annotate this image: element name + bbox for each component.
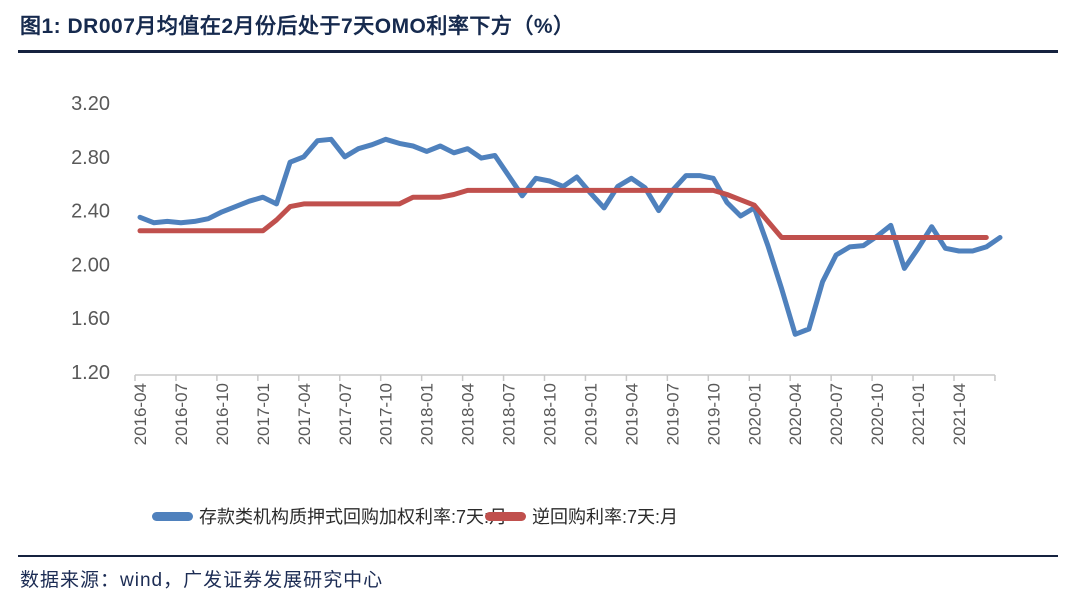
svg-text:2019-04: 2019-04: [622, 383, 641, 445]
legend-label-omo: 逆回购利率:7天:月: [532, 507, 679, 527]
svg-text:2019-01: 2019-01: [581, 383, 600, 445]
svg-text:2016-07: 2016-07: [172, 383, 191, 445]
svg-text:2017-01: 2017-01: [254, 383, 273, 445]
title-divider-rule: [18, 50, 1058, 53]
svg-text:2018-10: 2018-10: [541, 383, 560, 445]
legend-item-dr007: 存款类机构质押式回购加权利率:7天:月: [152, 503, 507, 529]
svg-text:2020-07: 2020-07: [827, 383, 846, 445]
figure-title: 图1: DR007月均值在2月份后处于7天OMO利率下方（%）: [20, 15, 575, 38]
footer-divider-rule: [18, 555, 1058, 557]
svg-text:2018-04: 2018-04: [459, 383, 478, 445]
series-lines: [137, 136, 1003, 337]
svg-text:2019-10: 2019-10: [704, 383, 723, 445]
svg-text:2020-04: 2020-04: [786, 383, 805, 445]
svg-text:3.20: 3.20: [71, 93, 110, 115]
svg-text:2016-04: 2016-04: [131, 383, 150, 445]
svg-text:2017-10: 2017-10: [377, 383, 396, 445]
svg-text:2018-07: 2018-07: [500, 383, 519, 445]
svg-text:2.40: 2.40: [71, 201, 110, 223]
svg-text:2018-01: 2018-01: [418, 383, 437, 445]
svg-text:2021-01: 2021-01: [909, 383, 928, 445]
svg-text:2019-07: 2019-07: [663, 383, 682, 445]
svg-text:2.00: 2.00: [71, 254, 110, 276]
svg-text:2017-04: 2017-04: [295, 383, 314, 445]
svg-text:2.80: 2.80: [71, 147, 110, 169]
svg-text:1.60: 1.60: [71, 308, 110, 330]
x-axis: [134, 374, 996, 381]
y-axis-labels: 3.20 2.80 2.40 2.00 1.60 1.20: [71, 93, 110, 384]
legend-item-omo: 逆回购利率:7天:月: [485, 503, 678, 529]
svg-text:2016-10: 2016-10: [213, 383, 232, 445]
svg-text:1.20: 1.20: [71, 362, 110, 384]
svg-text:2020-01: 2020-01: [745, 383, 764, 445]
x-axis-labels: 2016-04 2016-07 2016-10 2017-01 2017-04 2017-…: [131, 383, 969, 445]
legend-swatch-omo-icon: [485, 511, 526, 521]
legend-swatch-dr007-icon: [152, 511, 193, 521]
svg-text:2017-07: 2017-07: [336, 383, 355, 445]
legend-label-dr007: 存款类机构质押式回购加权利率:7天:月: [199, 507, 508, 527]
data-source-note: 数据来源：wind，广发证券发展研究中心: [20, 570, 384, 591]
svg-text:2020-10: 2020-10: [868, 383, 887, 445]
svg-text:2021-04: 2021-04: [950, 383, 969, 445]
